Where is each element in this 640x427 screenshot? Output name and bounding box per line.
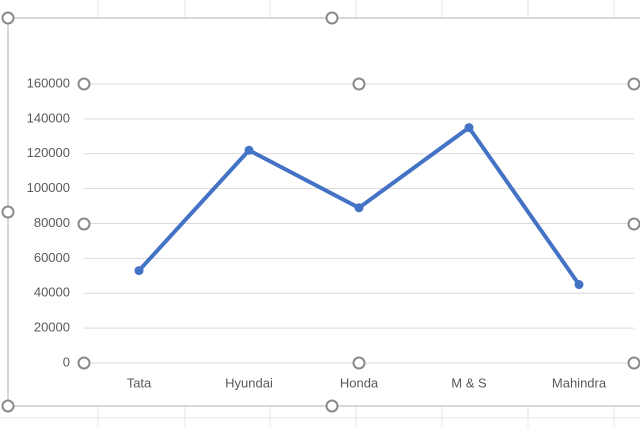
y-tick-label: 100000 [27, 180, 70, 195]
x-tick-label: Mahindra [552, 375, 607, 390]
data-point [354, 203, 364, 213]
x-tick-label: Honda [340, 375, 379, 390]
y-tick-label: 60000 [34, 250, 70, 265]
data-point [464, 123, 474, 133]
y-tick-label: 40000 [34, 285, 70, 300]
x-tick-label: M & S [451, 375, 487, 390]
plot-area: 0 20000 40000 60000 80000 100000 120000 140000 1… [27, 75, 634, 390]
data-point [574, 280, 584, 290]
y-tick-label: 20000 [34, 320, 70, 335]
y-tick-label: 160000 [27, 75, 70, 90]
y-tick-label: 140000 [27, 110, 70, 125]
data-point [134, 266, 144, 276]
selection-handles [1, 11, 640, 413]
chart-area[interactable] [7, 17, 640, 407]
y-tick-label: 80000 [34, 215, 70, 230]
y-tick-label: 120000 [27, 145, 70, 160]
x-tick-label: Hyundai [225, 375, 273, 390]
data-point [244, 145, 254, 155]
x-tick-label: Tata [127, 375, 152, 390]
y-tick-label: 0 [63, 354, 70, 369]
